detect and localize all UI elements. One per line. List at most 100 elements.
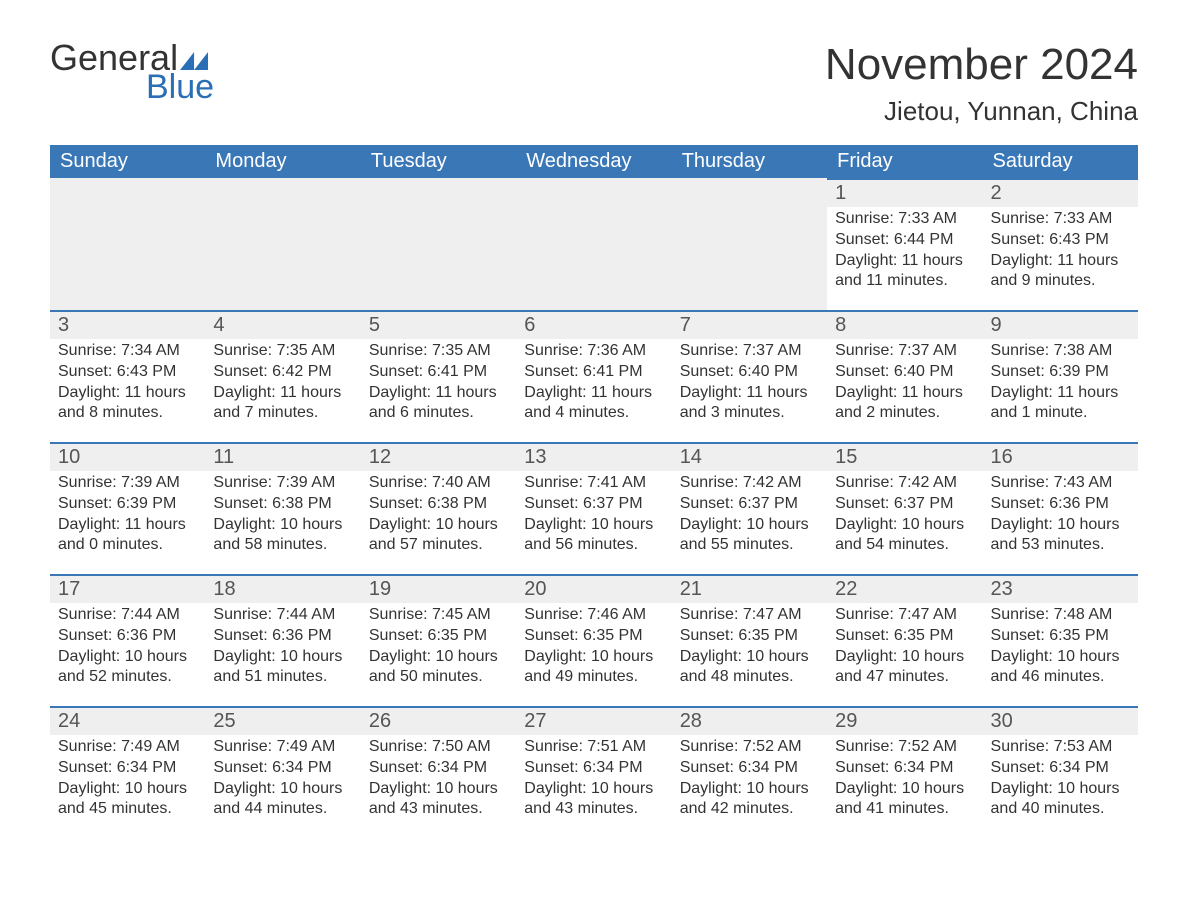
sunrise-line: Sunrise: 7:45 AM <box>369 605 508 626</box>
column-header-row: SundayMondayTuesdayWednesdayThursdayFrid… <box>50 145 1138 178</box>
sunset-line: Sunset: 6:34 PM <box>369 758 508 779</box>
day-cell: 5Sunrise: 7:35 AMSunset: 6:41 PMDaylight… <box>361 310 516 442</box>
sunset-line: Sunset: 6:34 PM <box>835 758 974 779</box>
sunrise-line: Sunrise: 7:36 AM <box>524 341 663 362</box>
daylight-line: Daylight: 11 hours and 4 minutes. <box>524 383 663 425</box>
day-cell: 13Sunrise: 7:41 AMSunset: 6:37 PMDayligh… <box>516 442 671 574</box>
day-number: 27 <box>516 706 671 735</box>
day-cell: 8Sunrise: 7:37 AMSunset: 6:40 PMDaylight… <box>827 310 982 442</box>
day-cell: 14Sunrise: 7:42 AMSunset: 6:37 PMDayligh… <box>672 442 827 574</box>
day-number: 8 <box>827 310 982 339</box>
sunrise-line: Sunrise: 7:52 AM <box>835 737 974 758</box>
daylight-line: Daylight: 11 hours and 6 minutes. <box>369 383 508 425</box>
daylight-line: Daylight: 10 hours and 44 minutes. <box>213 779 352 821</box>
sunset-line: Sunset: 6:34 PM <box>58 758 197 779</box>
day-cell: 7Sunrise: 7:37 AMSunset: 6:40 PMDaylight… <box>672 310 827 442</box>
daylight-line: Daylight: 11 hours and 3 minutes. <box>680 383 819 425</box>
sunrise-line: Sunrise: 7:35 AM <box>213 341 352 362</box>
sunset-line: Sunset: 6:37 PM <box>835 494 974 515</box>
day-details: Sunrise: 7:37 AMSunset: 6:40 PMDaylight:… <box>672 339 827 432</box>
day-cell: 25Sunrise: 7:49 AMSunset: 6:34 PMDayligh… <box>205 706 360 838</box>
day-cell: 22Sunrise: 7:47 AMSunset: 6:35 PMDayligh… <box>827 574 982 706</box>
daylight-line: Daylight: 10 hours and 40 minutes. <box>991 779 1130 821</box>
sunrise-line: Sunrise: 7:35 AM <box>369 341 508 362</box>
column-header: Tuesday <box>361 145 516 178</box>
daylight-line: Daylight: 11 hours and 2 minutes. <box>835 383 974 425</box>
day-cell: 4Sunrise: 7:35 AMSunset: 6:42 PMDaylight… <box>205 310 360 442</box>
daylight-line: Daylight: 11 hours and 9 minutes. <box>991 251 1130 293</box>
day-cell <box>516 178 671 310</box>
sunrise-line: Sunrise: 7:33 AM <box>991 209 1130 230</box>
day-cell: 11Sunrise: 7:39 AMSunset: 6:38 PMDayligh… <box>205 442 360 574</box>
day-cell: 24Sunrise: 7:49 AMSunset: 6:34 PMDayligh… <box>50 706 205 838</box>
day-cell: 18Sunrise: 7:44 AMSunset: 6:36 PMDayligh… <box>205 574 360 706</box>
day-details: Sunrise: 7:50 AMSunset: 6:34 PMDaylight:… <box>361 735 516 828</box>
day-details: Sunrise: 7:43 AMSunset: 6:36 PMDaylight:… <box>983 471 1138 564</box>
day-details: Sunrise: 7:47 AMSunset: 6:35 PMDaylight:… <box>672 603 827 696</box>
daylight-line: Daylight: 10 hours and 47 minutes. <box>835 647 974 689</box>
day-details: Sunrise: 7:45 AMSunset: 6:35 PMDaylight:… <box>361 603 516 696</box>
sunrise-line: Sunrise: 7:46 AM <box>524 605 663 626</box>
sunset-line: Sunset: 6:41 PM <box>524 362 663 383</box>
sunset-line: Sunset: 6:43 PM <box>58 362 197 383</box>
sunset-line: Sunset: 6:34 PM <box>213 758 352 779</box>
day-number: 11 <box>205 442 360 471</box>
day-number: 24 <box>50 706 205 735</box>
day-details: Sunrise: 7:44 AMSunset: 6:36 PMDaylight:… <box>205 603 360 696</box>
day-cell: 26Sunrise: 7:50 AMSunset: 6:34 PMDayligh… <box>361 706 516 838</box>
day-cell: 12Sunrise: 7:40 AMSunset: 6:38 PMDayligh… <box>361 442 516 574</box>
day-details: Sunrise: 7:38 AMSunset: 6:39 PMDaylight:… <box>983 339 1138 432</box>
day-number: 9 <box>983 310 1138 339</box>
day-details: Sunrise: 7:33 AMSunset: 6:43 PMDaylight:… <box>983 207 1138 300</box>
sunrise-line: Sunrise: 7:34 AM <box>58 341 197 362</box>
sunset-line: Sunset: 6:35 PM <box>991 626 1130 647</box>
day-number: 22 <box>827 574 982 603</box>
day-cell <box>205 178 360 310</box>
day-number: 2 <box>983 178 1138 207</box>
day-cell: 9Sunrise: 7:38 AMSunset: 6:39 PMDaylight… <box>983 310 1138 442</box>
location-subtitle: Jietou, Yunnan, China <box>825 96 1138 127</box>
sunrise-line: Sunrise: 7:37 AM <box>680 341 819 362</box>
day-details: Sunrise: 7:34 AMSunset: 6:43 PMDaylight:… <box>50 339 205 432</box>
day-details: Sunrise: 7:46 AMSunset: 6:35 PMDaylight:… <box>516 603 671 696</box>
day-number: 1 <box>827 178 982 207</box>
daylight-line: Daylight: 10 hours and 41 minutes. <box>835 779 974 821</box>
header-bar: General Blue November 2024 Jietou, Yunna… <box>50 40 1138 127</box>
day-number: 26 <box>361 706 516 735</box>
sunrise-line: Sunrise: 7:39 AM <box>213 473 352 494</box>
daylight-line: Daylight: 10 hours and 52 minutes. <box>58 647 197 689</box>
day-details: Sunrise: 7:36 AMSunset: 6:41 PMDaylight:… <box>516 339 671 432</box>
month-title: November 2024 <box>825 40 1138 90</box>
sunset-line: Sunset: 6:40 PM <box>680 362 819 383</box>
column-header: Thursday <box>672 145 827 178</box>
day-cell: 21Sunrise: 7:47 AMSunset: 6:35 PMDayligh… <box>672 574 827 706</box>
day-details: Sunrise: 7:33 AMSunset: 6:44 PMDaylight:… <box>827 207 982 300</box>
sunrise-line: Sunrise: 7:39 AM <box>58 473 197 494</box>
sunrise-line: Sunrise: 7:37 AM <box>835 341 974 362</box>
sunset-line: Sunset: 6:37 PM <box>680 494 819 515</box>
day-details: Sunrise: 7:52 AMSunset: 6:34 PMDaylight:… <box>827 735 982 828</box>
sunset-line: Sunset: 6:39 PM <box>58 494 197 515</box>
daylight-line: Daylight: 10 hours and 43 minutes. <box>524 779 663 821</box>
sunset-line: Sunset: 6:35 PM <box>369 626 508 647</box>
day-number: 25 <box>205 706 360 735</box>
brand-logo: General Blue <box>50 40 214 104</box>
sunset-line: Sunset: 6:38 PM <box>213 494 352 515</box>
sunset-line: Sunset: 6:34 PM <box>524 758 663 779</box>
day-number: 23 <box>983 574 1138 603</box>
day-cell: 30Sunrise: 7:53 AMSunset: 6:34 PMDayligh… <box>983 706 1138 838</box>
day-number: 10 <box>50 442 205 471</box>
day-details: Sunrise: 7:47 AMSunset: 6:35 PMDaylight:… <box>827 603 982 696</box>
day-cell: 27Sunrise: 7:51 AMSunset: 6:34 PMDayligh… <box>516 706 671 838</box>
day-number: 16 <box>983 442 1138 471</box>
day-number: 18 <box>205 574 360 603</box>
day-number: 15 <box>827 442 982 471</box>
day-number: 6 <box>516 310 671 339</box>
day-details: Sunrise: 7:42 AMSunset: 6:37 PMDaylight:… <box>827 471 982 564</box>
daylight-line: Daylight: 11 hours and 7 minutes. <box>213 383 352 425</box>
day-details: Sunrise: 7:49 AMSunset: 6:34 PMDaylight:… <box>205 735 360 828</box>
day-cell <box>361 178 516 310</box>
daylight-line: Daylight: 11 hours and 11 minutes. <box>835 251 974 293</box>
daylight-line: Daylight: 10 hours and 49 minutes. <box>524 647 663 689</box>
day-details: Sunrise: 7:39 AMSunset: 6:39 PMDaylight:… <box>50 471 205 564</box>
